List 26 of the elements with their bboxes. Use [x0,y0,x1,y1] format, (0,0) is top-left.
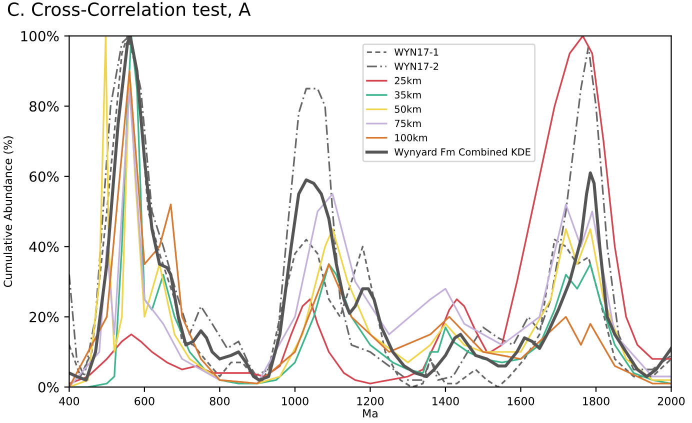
x-tick-label: 800 [210,396,230,406]
legend-label: 50km [394,105,421,113]
y-tick-label: 20% [30,312,59,322]
x-tick-label: 1200 [357,396,384,406]
y-axis-title: Cumulative Abundance (%) [3,136,14,288]
y-tick-label: 60% [30,171,59,182]
x-tick-label: 600 [134,396,154,406]
x-tick-label: 2000 [658,396,685,406]
x-axis-title: Ma [363,409,378,418]
legend-label: 100km [395,134,427,142]
x-tick-label: 1400 [432,396,459,406]
x-tick-label: 1000 [282,396,308,406]
legend-label: WYN17-2 [394,62,438,70]
y-tick-label: 100% [21,30,59,42]
y-tick-label: 0% [38,382,59,393]
legend-label: 25km [394,76,421,84]
y-tick-label: 80% [30,101,59,112]
x-tick-label: 1800 [583,396,610,406]
x-tick-label: 400 [59,396,80,406]
y-tick-label: 40% [29,242,59,252]
legend-label: 75km [394,120,421,128]
legend-label: 35km [394,91,421,99]
legend-label: Wynyard Fm Combined KDE [394,148,530,158]
x-tick-label: 1600 [508,396,534,406]
chart-title: C. Cross-Correlation test, A [8,2,251,18]
legend-label: WYN17-1 [394,48,438,56]
